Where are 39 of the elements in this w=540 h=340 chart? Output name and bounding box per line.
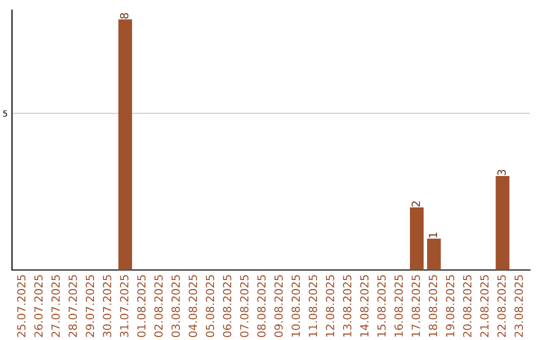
x-tick-label: 05.08.2025 [206, 275, 214, 338]
x-tick-label: 11.08.2025 [308, 275, 318, 337]
x-tick-label: 01.08.2025 [137, 275, 146, 338]
x-tick-label: 06.08.2025 [222, 275, 232, 338]
x-tick-label: 04.08.2025 [188, 275, 198, 338]
x-tick-label: 10.08.2025 [292, 275, 300, 337]
x-tick-label: 15.08.2025 [377, 275, 386, 337]
x-tick-label: 30.07.2025 [102, 275, 112, 337]
x-tick-label: 14.08.2025 [360, 275, 369, 337]
x-tick-label: 27.07.2025 [51, 275, 60, 337]
x-tick-label: 23.08.2025 [514, 275, 523, 337]
x-tick-label: 26.07.2025 [34, 275, 43, 337]
data-label: 2 [412, 201, 420, 207]
x-tick-label: 25.07.2025 [17, 275, 26, 337]
data-label: 8 [120, 13, 128, 19]
data-label: 1 [428, 232, 438, 238]
bar [427, 238, 441, 270]
x-tick-label: 09.08.2025 [274, 275, 283, 338]
x-tick-label: 02.08.2025 [154, 275, 163, 338]
y-tick-label: 5 [3, 110, 8, 117]
x-tick-label: 20.08.2025 [463, 275, 472, 337]
bar [496, 176, 510, 270]
bar [118, 19, 132, 270]
x-tick-label: 31.07.2025 [120, 275, 128, 337]
x-tick-label: 03.08.2025 [171, 275, 180, 338]
x-tick-label: 19.08.2025 [446, 275, 454, 337]
x-tick-label: 21.08.2025 [480, 275, 489, 337]
x-tick-label: 12.08.2025 [326, 275, 334, 337]
x-tick-label: 28.07.2025 [68, 275, 77, 337]
bar [410, 207, 424, 270]
x-tick-label: 29.07.2025 [86, 275, 94, 337]
x-tick-label: 07.08.2025 [240, 275, 248, 338]
x-tick-label: 08.08.2025 [257, 275, 266, 338]
x-tick-label: 22.08.2025 [497, 275, 506, 337]
x-tick-label: 18.08.2025 [428, 275, 438, 337]
x-tick-label: 13.08.2025 [343, 275, 352, 337]
data-label: 3 [497, 170, 506, 176]
x-tick-label: 16.08.2025 [394, 275, 403, 337]
x-tick-label: 17.08.2025 [412, 275, 420, 337]
